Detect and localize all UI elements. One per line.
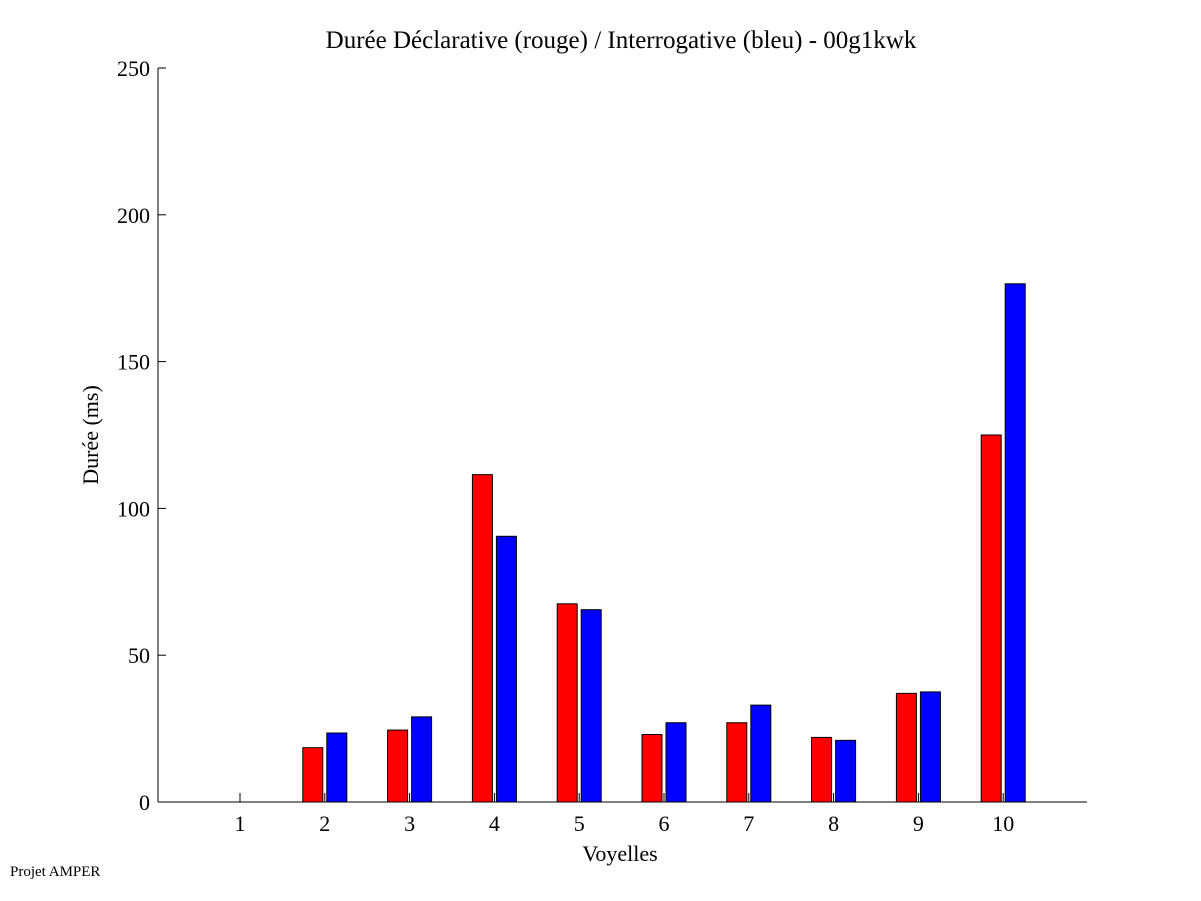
bar-series-2-9 <box>919 691 941 803</box>
x-tick-label: 8 <box>828 811 839 836</box>
footer-note: Projet AMPER <box>10 864 101 880</box>
bar-series-2-10 <box>1004 283 1026 803</box>
bar-series-1-7 <box>726 722 748 803</box>
x-tick-label: 9 <box>913 811 924 836</box>
x-tick-label: 6 <box>659 811 670 836</box>
x-tick-label: 1 <box>235 811 246 836</box>
bars <box>302 283 1026 803</box>
y-tick-label: 250 <box>117 56 150 81</box>
bar-series-1-5 <box>556 603 578 803</box>
bar-series-1-8 <box>811 736 833 803</box>
x-tick-label: 3 <box>404 811 415 836</box>
bar-series-2-7 <box>750 704 772 803</box>
bar-series-2-2 <box>326 732 348 803</box>
bar-series-1-4 <box>471 474 493 803</box>
bar-series-1-3 <box>387 729 409 803</box>
x-tick-label: 2 <box>319 811 330 836</box>
y-tick-label: 50 <box>128 643 150 668</box>
x-tick-labels: 1 2 3 4 5 6 7 8 9 10 <box>235 793 1014 836</box>
chart-title: Durée Déclarative (rouge) / Interrogativ… <box>326 27 917 54</box>
y-tick-label: 150 <box>117 350 150 375</box>
bar-series-2-4 <box>495 535 517 803</box>
x-tick-label: 5 <box>574 811 585 836</box>
x-axis-label: Voyelles <box>582 841 657 866</box>
y-tick-label: 200 <box>117 203 150 228</box>
bar-series-2-8 <box>835 739 857 803</box>
bar-series-2-5 <box>580 609 602 803</box>
axes <box>157 68 1087 803</box>
y-tick-labels: 0 50 100 150 200 250 <box>117 56 166 815</box>
bar-series-1-9 <box>895 692 917 803</box>
x-tick-label: 7 <box>743 811 754 836</box>
bar-series-2-3 <box>411 716 433 803</box>
x-tick-label: 4 <box>489 811 500 836</box>
bar-series-1-6 <box>641 733 663 803</box>
x-tick-label: 10 <box>992 811 1014 836</box>
y-tick-label: 0 <box>139 790 150 815</box>
y-axis-label: Durée (ms) <box>78 385 103 485</box>
bar-series-2-6 <box>665 722 687 803</box>
bar-series-1-10 <box>980 434 1002 803</box>
bar-series-1-2 <box>302 747 324 803</box>
y-tick-label: 100 <box>117 496 150 521</box>
